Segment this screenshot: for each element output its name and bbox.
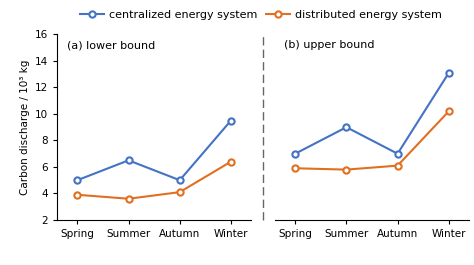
Text: (a) lower bound: (a) lower bound [67, 40, 155, 50]
Text: (b) upper bound: (b) upper bound [284, 40, 375, 50]
Legend: centralized energy system, distributed energy system: centralized energy system, distributed e… [75, 6, 446, 24]
Y-axis label: Carbon discharge / 10³ kg: Carbon discharge / 10³ kg [20, 60, 30, 195]
